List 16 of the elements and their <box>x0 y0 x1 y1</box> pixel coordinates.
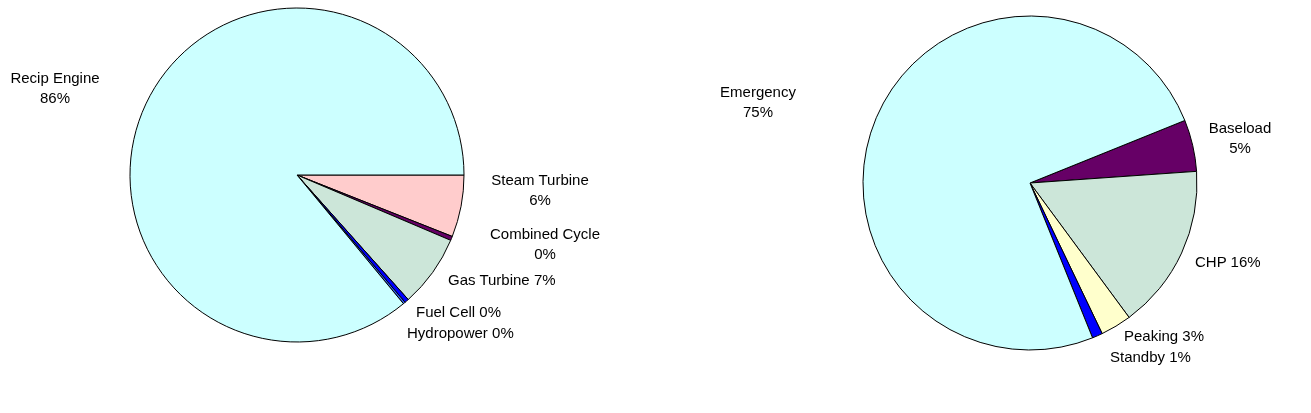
data-label: 0% <box>534 245 556 262</box>
slice-label: CHP 16% <box>1195 253 1261 270</box>
data-label: 75% <box>742 103 774 120</box>
slice-label: Steam Turbine <box>491 171 589 188</box>
slice-label: Standby 1% <box>1110 348 1191 365</box>
slice-label: Emergency <box>720 83 797 100</box>
slice-label: Gas Turbine 7% <box>448 271 556 288</box>
slice-label: Baseload <box>1208 119 1272 136</box>
data-label: 86% <box>39 89 71 106</box>
slice-label: Hydropower 0% <box>407 324 514 341</box>
slice-label: Peaking 3% <box>1124 327 1205 344</box>
data-label: 6% <box>529 191 551 208</box>
slice-label: Recip Engine <box>10 69 100 86</box>
slice-label: Combined Cycle <box>489 225 601 242</box>
slice-label: Fuel Cell 0% <box>416 303 502 320</box>
data-label: 5% <box>1229 139 1251 156</box>
